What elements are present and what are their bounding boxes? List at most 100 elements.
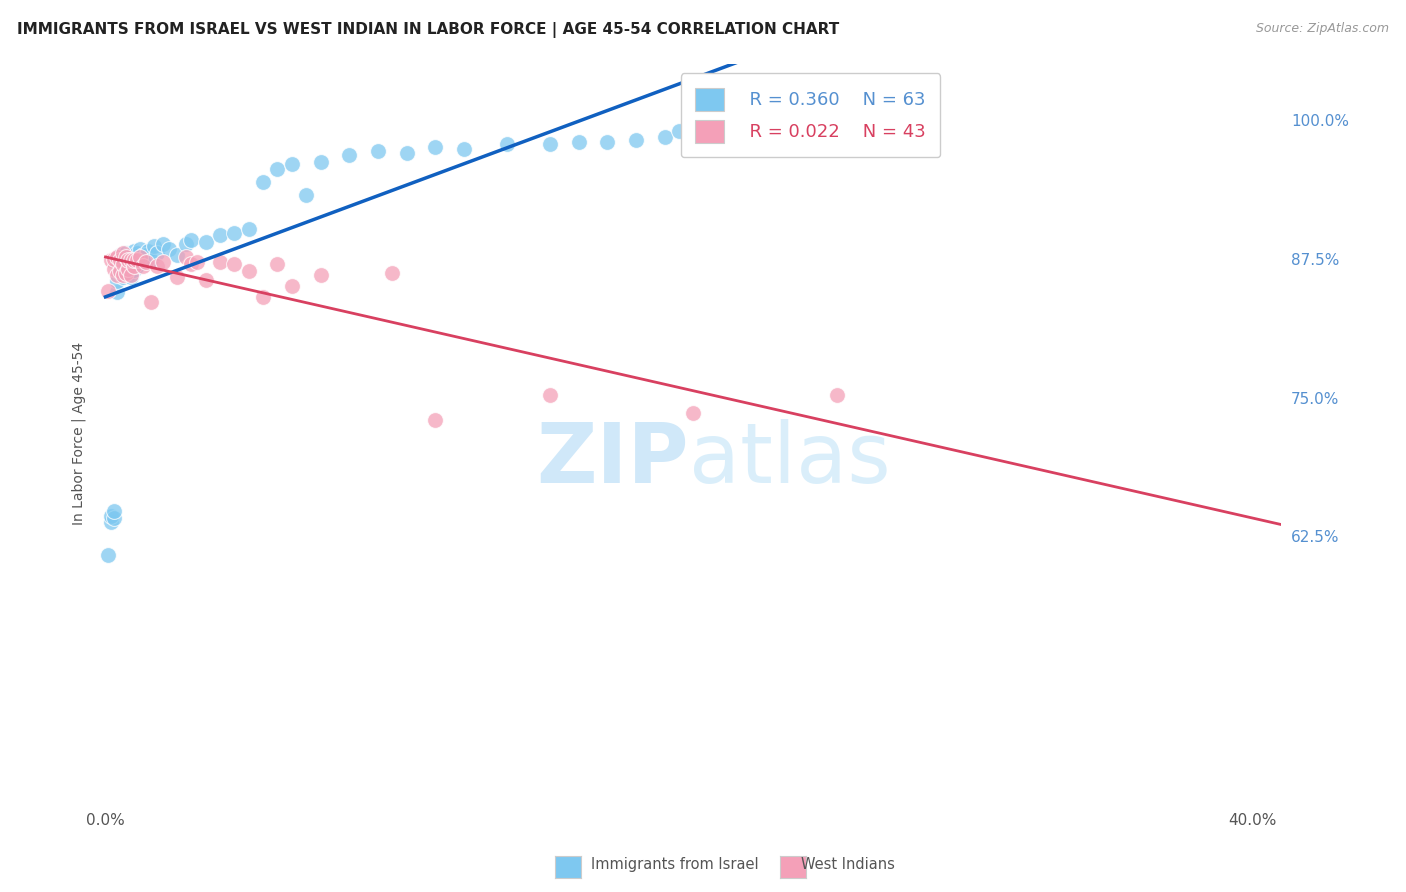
Point — [252, 290, 274, 304]
Point — [266, 161, 288, 176]
Point — [105, 285, 128, 299]
Point — [281, 157, 304, 171]
Point — [209, 255, 232, 269]
Point — [132, 260, 155, 274]
Point — [146, 260, 169, 274]
Point — [395, 146, 418, 161]
Point — [105, 274, 128, 288]
Point — [309, 268, 332, 283]
Point — [224, 257, 246, 271]
Point — [97, 284, 120, 298]
Point — [103, 510, 125, 524]
Point — [209, 228, 232, 243]
Point — [117, 261, 139, 276]
Point — [166, 248, 188, 262]
Point — [122, 252, 145, 267]
Point — [122, 244, 145, 258]
Point — [157, 242, 180, 256]
Point — [128, 242, 150, 256]
Point — [122, 262, 145, 277]
Point — [252, 175, 274, 189]
Point — [453, 142, 475, 156]
Text: atlas: atlas — [689, 419, 891, 500]
Point — [381, 266, 404, 280]
Point — [103, 261, 125, 276]
Legend:   R = 0.360    N = 63,   R = 0.022    N = 43: R = 0.360 N = 63, R = 0.022 N = 43 — [681, 73, 941, 157]
Point — [120, 270, 142, 285]
Point — [654, 130, 676, 145]
Y-axis label: In Labor Force | Age 45-54: In Labor Force | Age 45-54 — [72, 342, 86, 525]
Point — [114, 246, 136, 260]
Point — [174, 237, 197, 252]
Point — [111, 246, 134, 260]
Point — [105, 268, 128, 283]
Point — [128, 252, 150, 267]
Point — [266, 257, 288, 271]
Point — [132, 248, 155, 262]
Point — [125, 260, 148, 274]
Point — [120, 268, 142, 283]
Point — [111, 251, 134, 265]
Point — [152, 255, 174, 269]
Point — [138, 244, 160, 258]
Text: West Indians: West Indians — [801, 857, 896, 872]
Point — [367, 144, 389, 158]
Point — [108, 266, 131, 280]
Point — [568, 135, 591, 149]
Point — [135, 255, 157, 269]
Text: Immigrants from Israel: Immigrants from Israel — [591, 857, 758, 872]
Point — [538, 137, 561, 152]
Point — [146, 246, 169, 260]
Point — [238, 264, 260, 278]
Point — [295, 188, 318, 202]
Point — [180, 257, 202, 271]
Point — [682, 112, 704, 127]
Point — [128, 251, 150, 265]
Point — [425, 413, 447, 427]
Point — [425, 140, 447, 154]
Point — [174, 251, 197, 265]
Point — [668, 124, 690, 138]
Point — [111, 260, 134, 274]
Point — [111, 268, 134, 283]
Point — [111, 270, 134, 285]
Point — [117, 268, 139, 283]
Point — [103, 252, 125, 266]
Point — [281, 279, 304, 293]
Point — [194, 273, 217, 287]
Point — [108, 255, 131, 269]
Point — [100, 252, 122, 267]
Point — [194, 235, 217, 249]
Point — [224, 226, 246, 240]
Point — [624, 133, 647, 147]
Point — [105, 251, 128, 265]
Point — [114, 266, 136, 280]
Point — [309, 154, 332, 169]
Point — [114, 266, 136, 280]
Point — [114, 255, 136, 269]
Point — [238, 221, 260, 235]
Point — [111, 257, 134, 271]
Point — [166, 270, 188, 285]
Point — [117, 252, 139, 267]
Point — [186, 255, 208, 269]
Point — [117, 248, 139, 262]
Point — [114, 251, 136, 265]
Point — [180, 233, 202, 247]
Point — [682, 406, 704, 420]
Point — [152, 237, 174, 252]
Point — [117, 257, 139, 271]
Point — [337, 148, 360, 162]
Point — [596, 135, 619, 149]
Text: ZIP: ZIP — [537, 419, 689, 500]
Point — [141, 252, 163, 267]
Point — [143, 239, 166, 253]
Point — [141, 294, 163, 309]
Point — [122, 260, 145, 274]
Text: Source: ZipAtlas.com: Source: ZipAtlas.com — [1256, 22, 1389, 36]
Point — [100, 509, 122, 524]
Point — [135, 248, 157, 262]
Point — [100, 515, 122, 529]
Point — [538, 388, 561, 402]
Point — [108, 264, 131, 278]
